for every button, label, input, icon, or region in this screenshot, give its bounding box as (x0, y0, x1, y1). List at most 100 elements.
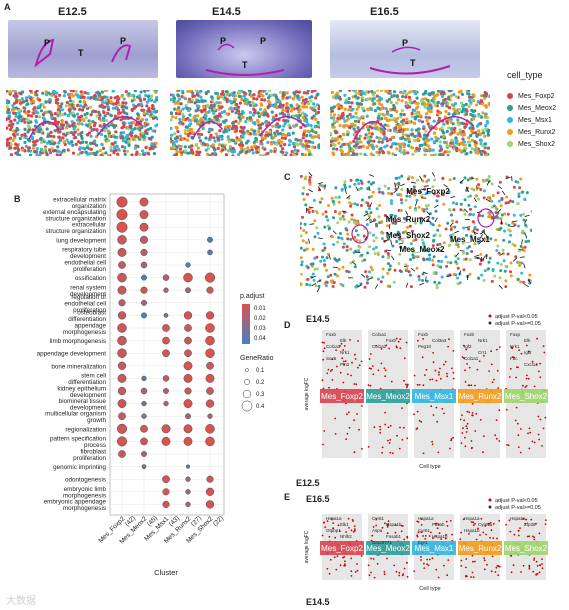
spatial-cell (152, 110, 156, 114)
gene-dot (507, 444, 510, 447)
spatial-cell (366, 140, 370, 144)
velocity-cell (321, 212, 325, 216)
spatial-cell (274, 113, 278, 118)
spatial-cell (26, 113, 31, 118)
spatial-cell (82, 105, 86, 109)
gene-dot (493, 378, 495, 381)
gene-dot (490, 363, 493, 366)
velocity-cell (488, 256, 492, 260)
spatial-cell (446, 97, 451, 101)
spatial-cell (69, 131, 74, 135)
velocity-cell (502, 238, 506, 242)
velocity-arrow (482, 255, 486, 260)
velocity-cell (347, 270, 351, 274)
spatial-cell (234, 119, 238, 123)
velocity-cell (523, 197, 527, 201)
enrichment-dot (205, 424, 215, 434)
spatial-cell (224, 118, 228, 122)
spatial-cell (353, 119, 358, 123)
spatial-cell (292, 91, 296, 95)
velocity-cell (330, 196, 334, 200)
gene-dot (452, 371, 455, 374)
spatial-cell (37, 115, 41, 119)
spatial-cell (48, 100, 52, 104)
gene-dot (497, 574, 500, 576)
gene-dot (525, 344, 528, 347)
spatial-cell (78, 118, 82, 122)
gene-dot (446, 574, 449, 577)
spatial-cell (133, 90, 137, 93)
velocity-cell (489, 237, 493, 241)
spatial-cell (97, 93, 101, 97)
velocity-cell (367, 270, 371, 274)
spatial-cell (291, 141, 295, 146)
velocity-cell (420, 195, 424, 199)
velocity-cell (482, 279, 486, 282)
x-axis-label: Cell type (419, 464, 440, 470)
spatial-cell (175, 108, 179, 112)
spatial-cell (139, 102, 143, 106)
spatial-cell (330, 136, 335, 141)
gene-dot (486, 563, 488, 566)
spatial-cell (213, 107, 217, 111)
gene-dot (533, 538, 536, 541)
spatial-cell (86, 133, 90, 137)
velocity-cell (308, 178, 312, 182)
spatial-cell (22, 117, 26, 121)
velocity-cell (431, 223, 435, 227)
velocity-cell (333, 272, 337, 276)
spatial-cell (335, 147, 339, 151)
gene-dot (447, 345, 449, 348)
gene-dot (544, 416, 547, 419)
spatial-cell (28, 139, 32, 143)
spatial-cell (6, 141, 11, 145)
spatial-cell (51, 90, 56, 94)
spatial-cell (181, 136, 185, 141)
velocity-cell (369, 218, 372, 222)
spatial-cell (80, 122, 84, 126)
spatial-cell (297, 97, 301, 101)
spatial-cell (392, 94, 396, 98)
spatial-cell (112, 102, 116, 106)
velocity-cell (527, 239, 530, 243)
spatial-cell (71, 123, 75, 127)
enrichment-dot (116, 221, 128, 233)
spatial-cell (248, 90, 252, 93)
spatial-cell (140, 108, 144, 112)
spatial-cell (115, 144, 119, 148)
go-term-label: pattern specification (50, 436, 107, 443)
spatial-cell (187, 118, 191, 122)
spatial-cell (74, 90, 78, 93)
enrichment-dot (116, 436, 127, 447)
spatial-cell (450, 131, 454, 135)
velocity-arrow (355, 186, 359, 192)
gene-dot (335, 568, 338, 571)
gene-dot (528, 427, 531, 430)
velocity-cell (504, 279, 508, 283)
spatial-cell (413, 134, 417, 138)
spatial-cell (48, 148, 52, 152)
spatial-cell (428, 105, 432, 110)
gene-dot (527, 432, 529, 435)
spatial-cell (259, 123, 263, 127)
spatial-cell (288, 126, 292, 130)
velocity-cell (467, 227, 470, 231)
velocity-arrow (411, 181, 417, 184)
spatial-cell (234, 139, 238, 143)
gene-dot (452, 377, 455, 380)
velocity-cell (479, 188, 483, 191)
spatial-cell (282, 118, 286, 122)
spatial-cell (22, 99, 26, 104)
spatial-cell (62, 148, 66, 152)
gene-dot (515, 406, 518, 409)
spatial-cell (44, 100, 48, 104)
spatial-cell (222, 129, 226, 134)
enrichment-dot (207, 249, 213, 256)
go-term-label: endothelial cell (64, 300, 106, 307)
velocity-cell (299, 174, 303, 178)
spatial-cell (287, 132, 291, 136)
velocity-cell (302, 186, 306, 190)
velocity-arrow (420, 188, 426, 191)
gene-dot (333, 556, 336, 559)
gene-dot (351, 361, 353, 364)
